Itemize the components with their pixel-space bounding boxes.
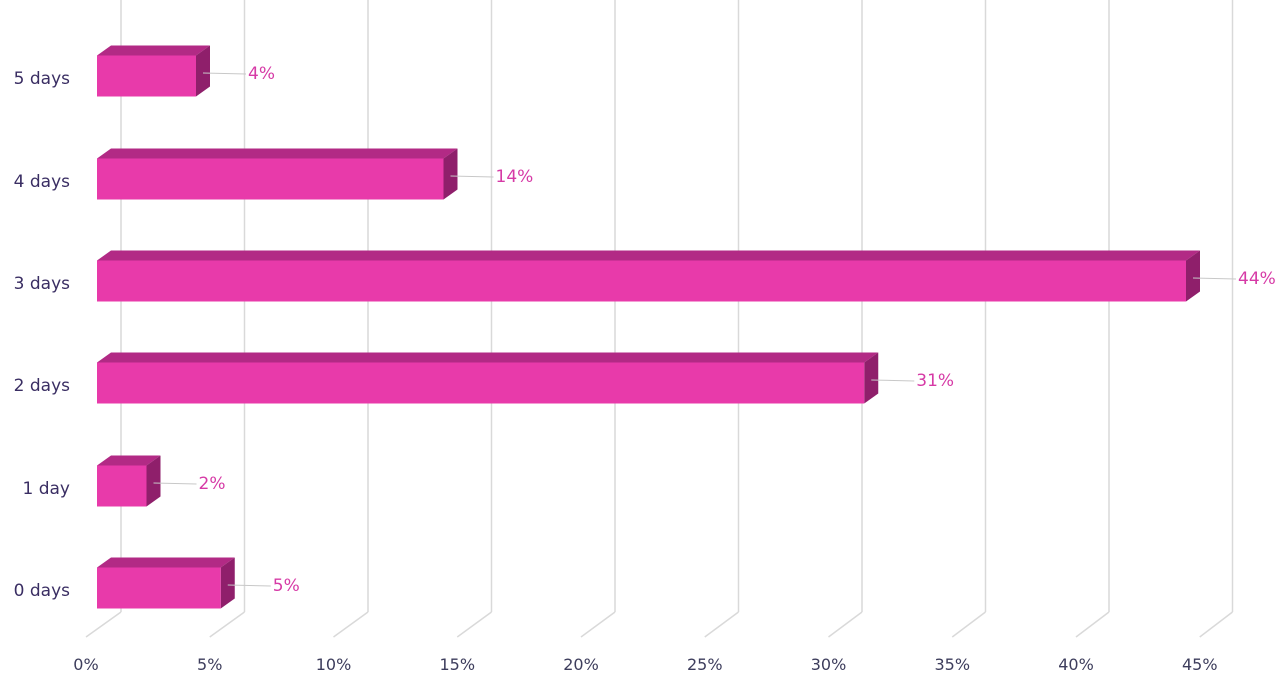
floor-line	[704, 611, 739, 638]
bar-side-face	[196, 45, 210, 97]
bar-top-face	[97, 148, 458, 159]
category-label: 1 day	[23, 479, 71, 499]
x-tick-label: 35%	[934, 655, 970, 674]
leader-line	[227, 584, 271, 587]
category-label: 2 days	[14, 376, 70, 396]
leader-line	[450, 175, 494, 178]
x-tick-label: 25%	[687, 655, 723, 674]
bar-side-face	[220, 557, 235, 609]
data-label: 44%	[1238, 269, 1276, 289]
category-label: 5 days	[14, 69, 70, 89]
leader-line	[1192, 277, 1237, 280]
floor-line	[1199, 611, 1233, 638]
floor-line	[951, 611, 986, 638]
x-tick-label: 5%	[197, 655, 222, 674]
bar-top-face	[97, 455, 161, 466]
bar	[97, 260, 1186, 302]
leader-line	[153, 482, 197, 485]
floor-line	[828, 611, 863, 638]
category-label: 0 days	[14, 581, 70, 601]
bar-side-face	[1186, 250, 1200, 302]
labels: 0% 5% 10% 15% 20% 25% 30% 35% 40% 45% 4% 5 days 14% 4…	[14, 64, 1276, 674]
bars	[97, 45, 1200, 609]
bar	[97, 362, 865, 404]
floor-line	[1075, 611, 1110, 638]
data-label: 4%	[248, 64, 275, 84]
x-tick-label: 10%	[316, 655, 352, 674]
x-tick-label: 40%	[1058, 655, 1094, 674]
bar	[97, 567, 221, 609]
x-tick-label: 20%	[563, 655, 599, 674]
leader-line	[871, 379, 915, 382]
bar-side-face	[146, 455, 161, 507]
bar-top-face	[97, 352, 879, 363]
leader-line	[202, 72, 247, 75]
bar	[97, 465, 147, 507]
grid-lines	[85, 0, 1234, 638]
category-label: 3 days	[14, 274, 70, 294]
floor-line	[580, 611, 616, 638]
bar-side-face	[864, 352, 879, 404]
x-tick-label: 45%	[1182, 655, 1218, 674]
floor-line	[85, 611, 122, 638]
x-tick-label: 15%	[439, 655, 475, 674]
x-tick-label: 30%	[811, 655, 847, 674]
data-label: 31%	[916, 371, 954, 391]
floor-line	[333, 611, 369, 638]
category-label: 4 days	[14, 172, 70, 192]
data-label: 14%	[496, 167, 534, 187]
data-label: 2%	[199, 474, 226, 494]
floor-line	[209, 611, 245, 638]
bar	[97, 158, 444, 200]
bar-side-face	[443, 148, 458, 200]
bar	[97, 55, 196, 97]
x-tick-label: 0%	[73, 655, 98, 674]
data-label: 5%	[273, 576, 300, 596]
floor-line	[456, 611, 492, 638]
bar-top-face	[97, 557, 235, 568]
bar-top-face	[97, 45, 210, 56]
bar-top-face	[97, 250, 1200, 261]
